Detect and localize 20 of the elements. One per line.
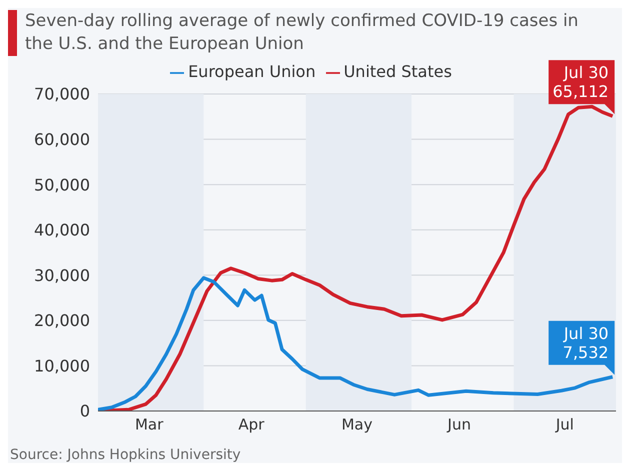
y-tick-label: 40,000 bbox=[34, 220, 90, 240]
annotation: Jul 30 7,532 bbox=[562, 324, 609, 362]
x-tick-label: Mar bbox=[134, 416, 164, 434]
y-tick-label: 50,000 bbox=[34, 175, 90, 194]
legend-label: United States bbox=[344, 62, 452, 81]
x-tick-label: May bbox=[341, 416, 373, 434]
x-tick-label: Jul bbox=[554, 416, 574, 434]
annotation: Jul 30 65,112 bbox=[552, 63, 609, 102]
chart-title: Seven-day rolling average of newly confirmed COVID-19 cases in the U.S. and the European Union bbox=[25, 10, 580, 56]
x-tick-label: Apr bbox=[238, 416, 266, 434]
y-tick-label: 20,000 bbox=[34, 311, 90, 330]
y-tick-label: 10,000 bbox=[34, 356, 90, 376]
line-series bbox=[98, 276, 614, 411]
source-note: Source: Johns Hopkins University bbox=[9, 446, 242, 463]
legend-label: European Union bbox=[188, 62, 316, 81]
y-tick-label: 0 bbox=[80, 402, 90, 421]
x-tick-label: Jun bbox=[446, 416, 471, 434]
y-tick-label: 70,000 bbox=[34, 84, 90, 104]
y-tick-label: 30,000 bbox=[34, 266, 90, 285]
y-tick-label: 60,000 bbox=[34, 130, 90, 149]
